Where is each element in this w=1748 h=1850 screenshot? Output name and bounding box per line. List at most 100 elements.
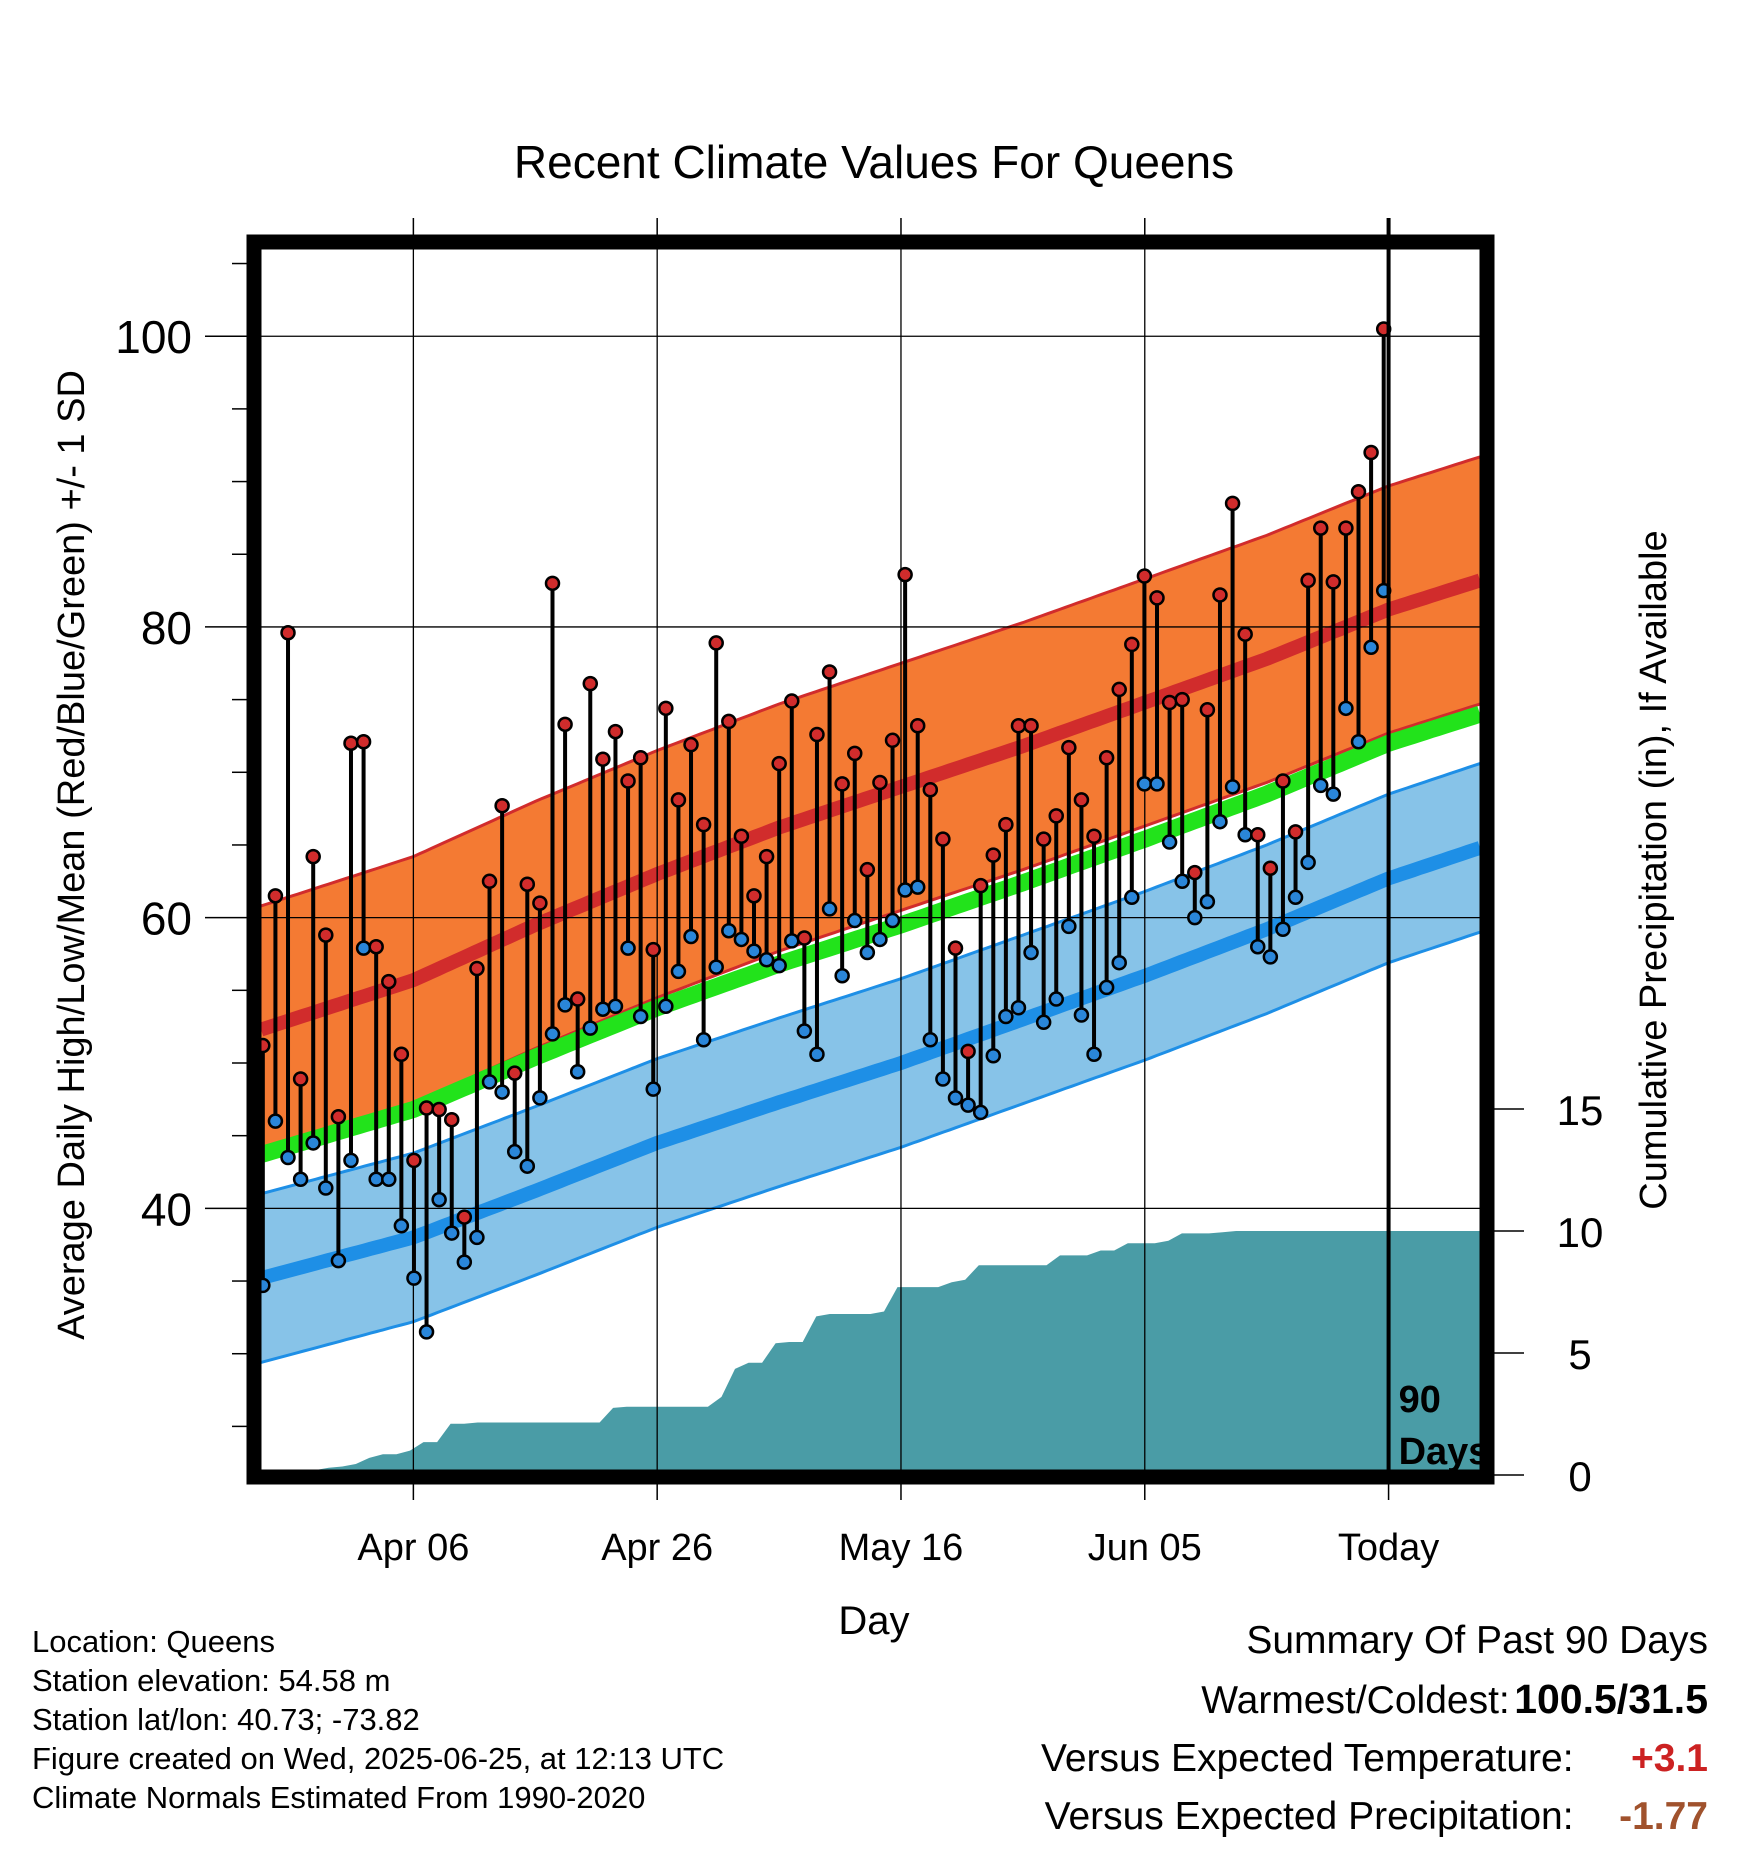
daily-high-point [1174,691,1190,708]
daily-low-point [1149,776,1165,792]
daily-high-point [506,1065,523,1081]
daily-high-point [1048,808,1065,824]
normal-high-line [261,573,1480,1037]
daily-high-point [922,781,939,798]
daily-low-point [784,933,800,949]
daily-low-point [431,1191,447,1208]
daily-low-point [506,1143,523,1160]
daily-low-point [846,912,863,929]
warmest-coldest-label: Warmest/Coldest: [1201,1679,1510,1722]
daily-high-point [557,716,573,733]
daily-low-point [393,1218,410,1234]
daily-low-point [897,882,913,898]
x-tick-label: Apr 26 [601,1527,713,1569]
plot-frame [246,234,1495,1485]
x-tick-label: Today [1338,1527,1439,1569]
daily-high-point [544,575,561,592]
daily-high-point [758,848,775,865]
daily-high-point [1124,636,1140,653]
daily-high-point [1312,520,1329,536]
daily-high-point [960,1043,976,1060]
daily-low-point [544,1026,561,1042]
daily-low-point [834,968,850,984]
daily-low-point [809,1046,825,1063]
x-tick-label: May 16 [839,1527,964,1569]
daily-high-point [1098,750,1115,766]
daily-low-point [708,959,724,975]
daily-high-point [469,960,485,977]
daily-high-point [406,1152,422,1169]
daily-high-point [708,635,724,651]
daily-high-point [318,927,334,943]
daily-low-point [1061,918,1077,935]
temp-vs-expected-value: +3.1 [1631,1737,1708,1780]
daily-low-point [796,1023,813,1039]
low-normal-band [261,763,1480,1363]
created-text: Figure created on Wed, 2025-06-25, at 12… [32,1741,725,1776]
y2-tick-label: 5 [1568,1331,1591,1378]
daily-low-point [1048,991,1065,1007]
daily-low-point [985,1047,1002,1064]
daily-low-point [922,1031,939,1048]
daily-low-point [758,952,775,968]
daily-low-point [1262,949,1279,965]
daily-low-point [1312,777,1329,794]
daily-low-point [947,1090,964,1106]
daily-high-point [381,973,397,990]
daily-low-point [1086,1046,1102,1063]
daily-high-point [1237,626,1253,642]
daily-low-point [771,957,787,974]
daily-high-point [343,735,359,751]
daily-low-point [368,1171,384,1188]
low-band-lower-edge [261,930,1480,1364]
daily-low-point [670,963,687,980]
daily-high-point [733,828,750,844]
daily-low-point [1035,1014,1052,1031]
daily-high-point [1350,483,1367,500]
daily-high-point [280,624,296,641]
daily-high-point [1363,444,1379,461]
daily-low-point [569,1063,586,1080]
daily-high-point [821,664,838,680]
x-tick-label: Apr 06 [357,1527,469,1569]
daily-high-point [1010,718,1027,734]
daily-low-point [267,1113,284,1129]
daily-high-point [620,773,636,789]
normals-text: Climate Normals Estimated From 1990-2020 [32,1780,646,1815]
daily-high-point [947,940,964,956]
daily-high-point [456,1209,473,1225]
daily-high-point [1061,739,1077,756]
daily-low-point [733,931,750,948]
daily-high-point [1149,590,1165,606]
daily-high-point [1224,495,1241,512]
daily-low-point [557,997,573,1013]
daily-high-point [1300,572,1316,589]
daily-low-point [632,1008,649,1025]
y-tick-label: 60 [141,893,192,945]
daily-low-point [658,998,674,1015]
daily-high-point [494,797,510,814]
daily-high-point [1111,681,1127,698]
daily-low-point [1363,639,1379,656]
daily-high-point [1035,831,1052,847]
daily-high-point [771,755,787,772]
daily-low-point [909,879,926,895]
daily-high-point [292,1071,309,1087]
daily-low-point [261,1277,271,1294]
daily-high-point [1325,574,1342,590]
daily-low-point [607,998,624,1015]
daily-low-point [683,928,699,945]
daily-high-point [859,861,876,878]
daily-high-point [1338,520,1354,536]
daily-low-point [935,1071,951,1087]
latlon-text: Station lat/lon: 40.73; -73.82 [32,1702,420,1737]
daily-low-point [1350,734,1367,750]
daily-high-point [595,751,611,767]
today-window-label: Days [1399,1431,1490,1473]
daily-high-point [909,718,926,734]
chart-title: Recent Climate Values For Queens [514,136,1234,188]
daily-high-point [658,700,674,717]
daily-high-point [1287,824,1304,840]
daily-low-point [1073,1007,1090,1023]
normal-mean-line [261,706,1480,1163]
